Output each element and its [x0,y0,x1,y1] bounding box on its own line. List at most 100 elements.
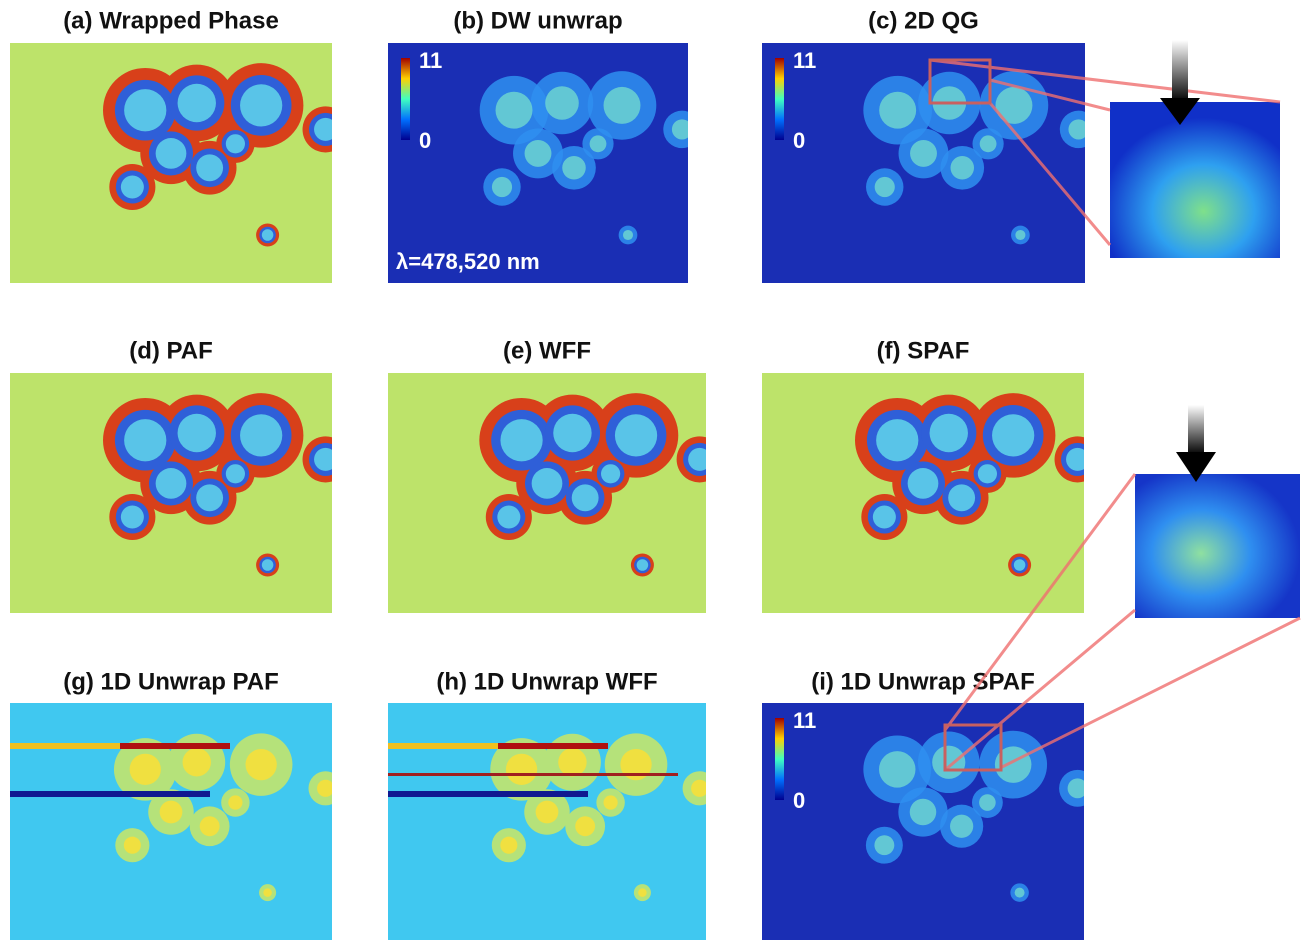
panel: (e) WFF [388,337,723,613]
blob-core [121,175,144,198]
panel: (d) PAF [10,337,349,613]
blob-core [314,448,337,471]
blob-core [1014,559,1026,571]
streak [498,743,608,749]
blob-core [124,419,166,461]
panel-title: (c) 2D QG [868,7,979,34]
panel: (b) DW unwrap 11 0 λ=478,520 nm [388,7,701,283]
panel-image [388,373,723,613]
blob-core [1068,778,1088,798]
colorbar-min: 0 [419,128,431,153]
panel-title: (i) 1D Unwrap SPAF [811,668,1035,695]
panel-image [388,703,717,940]
blob-core [196,484,223,511]
panel: (c) 2D QG 11 0 [762,7,1097,283]
blob-core [951,156,975,180]
colorbar-max: 11 [419,48,442,73]
zoom-line [1000,618,1300,768]
blob-core [226,464,245,483]
panel-title: (a) Wrapped Phase [63,7,279,34]
blob-core [240,414,282,456]
blob-core [121,505,144,528]
blob-core [992,414,1034,456]
blob-core [875,177,895,197]
blob-core [876,419,918,461]
panel-title: (b) DW unwrap [453,7,622,34]
panel: (f) SPAF [762,337,1101,613]
blob-core [623,230,633,240]
annotation: λ=478,520 nm [396,249,540,274]
blob-core [1066,448,1089,471]
blob-core [688,448,711,471]
blob-core [532,468,563,499]
blob-core [908,468,939,499]
panel-image [762,703,1096,940]
streak [388,791,588,797]
panel: (a) Wrapped Phase [10,7,349,283]
arrow [1172,40,1188,102]
colorbar [401,58,410,140]
blob-core [950,815,973,838]
page: (a) Wrapped Phase (b) DW unwrap 11 0 λ=478,5… [0,0,1311,940]
blob-core [525,140,552,167]
blob-core [562,156,586,180]
blob-core [1015,888,1025,898]
blob-core [160,801,183,824]
blob-core [637,559,649,571]
blob-core [262,559,274,571]
blob-core [178,414,216,452]
blob-core [496,92,533,129]
blob-core [263,888,272,897]
colorbar-min: 0 [793,788,805,813]
blob-core [590,135,607,152]
blob-core [980,135,997,152]
blob-core [979,794,996,811]
blob-core [536,801,559,824]
blob-core [558,748,586,776]
arrow [1188,405,1204,455]
colorbar [775,718,784,800]
blob-core [500,837,517,854]
colorbar [775,58,784,140]
blob-core [262,229,274,241]
panel-image [10,43,349,283]
blob-core [691,780,708,797]
blob-core [1015,230,1025,240]
blob-core [130,754,161,785]
panel-image [10,703,343,940]
inset-image [1110,102,1280,258]
blob-core [932,746,965,779]
blob-core [492,177,512,197]
panel: (h) 1D Unwrap WFF [388,668,717,940]
panel-title: (f) SPAF [877,337,970,364]
blob-core [200,816,220,836]
blob-core [1068,119,1088,139]
blob-core [314,118,337,141]
blob-core [506,754,537,785]
blob-core [603,795,617,809]
blob-core [178,84,216,122]
blob-core [910,799,937,826]
blob-core [879,751,915,787]
blob-core [497,505,520,528]
blob-core [545,86,579,120]
blob-core [873,505,896,528]
blob-core [615,414,657,456]
blob-core [638,888,647,897]
blob-core [124,837,141,854]
colorbar-max: 11 [793,708,816,733]
streak [10,791,210,797]
blob-core [246,749,277,780]
blob-core [575,816,595,836]
panel-image [388,43,701,283]
blob-core [553,414,591,452]
streak [120,743,230,749]
blob-core [672,119,692,139]
blob-core [948,484,975,511]
inset-image [1135,474,1300,618]
colorbar-min: 0 [793,128,805,153]
panel-image [762,373,1101,613]
colorbar-max: 11 [793,48,816,73]
panels: (a) Wrapped Phase (b) DW unwrap 11 0 λ=478,5… [10,7,1101,940]
panel-image [10,373,349,613]
